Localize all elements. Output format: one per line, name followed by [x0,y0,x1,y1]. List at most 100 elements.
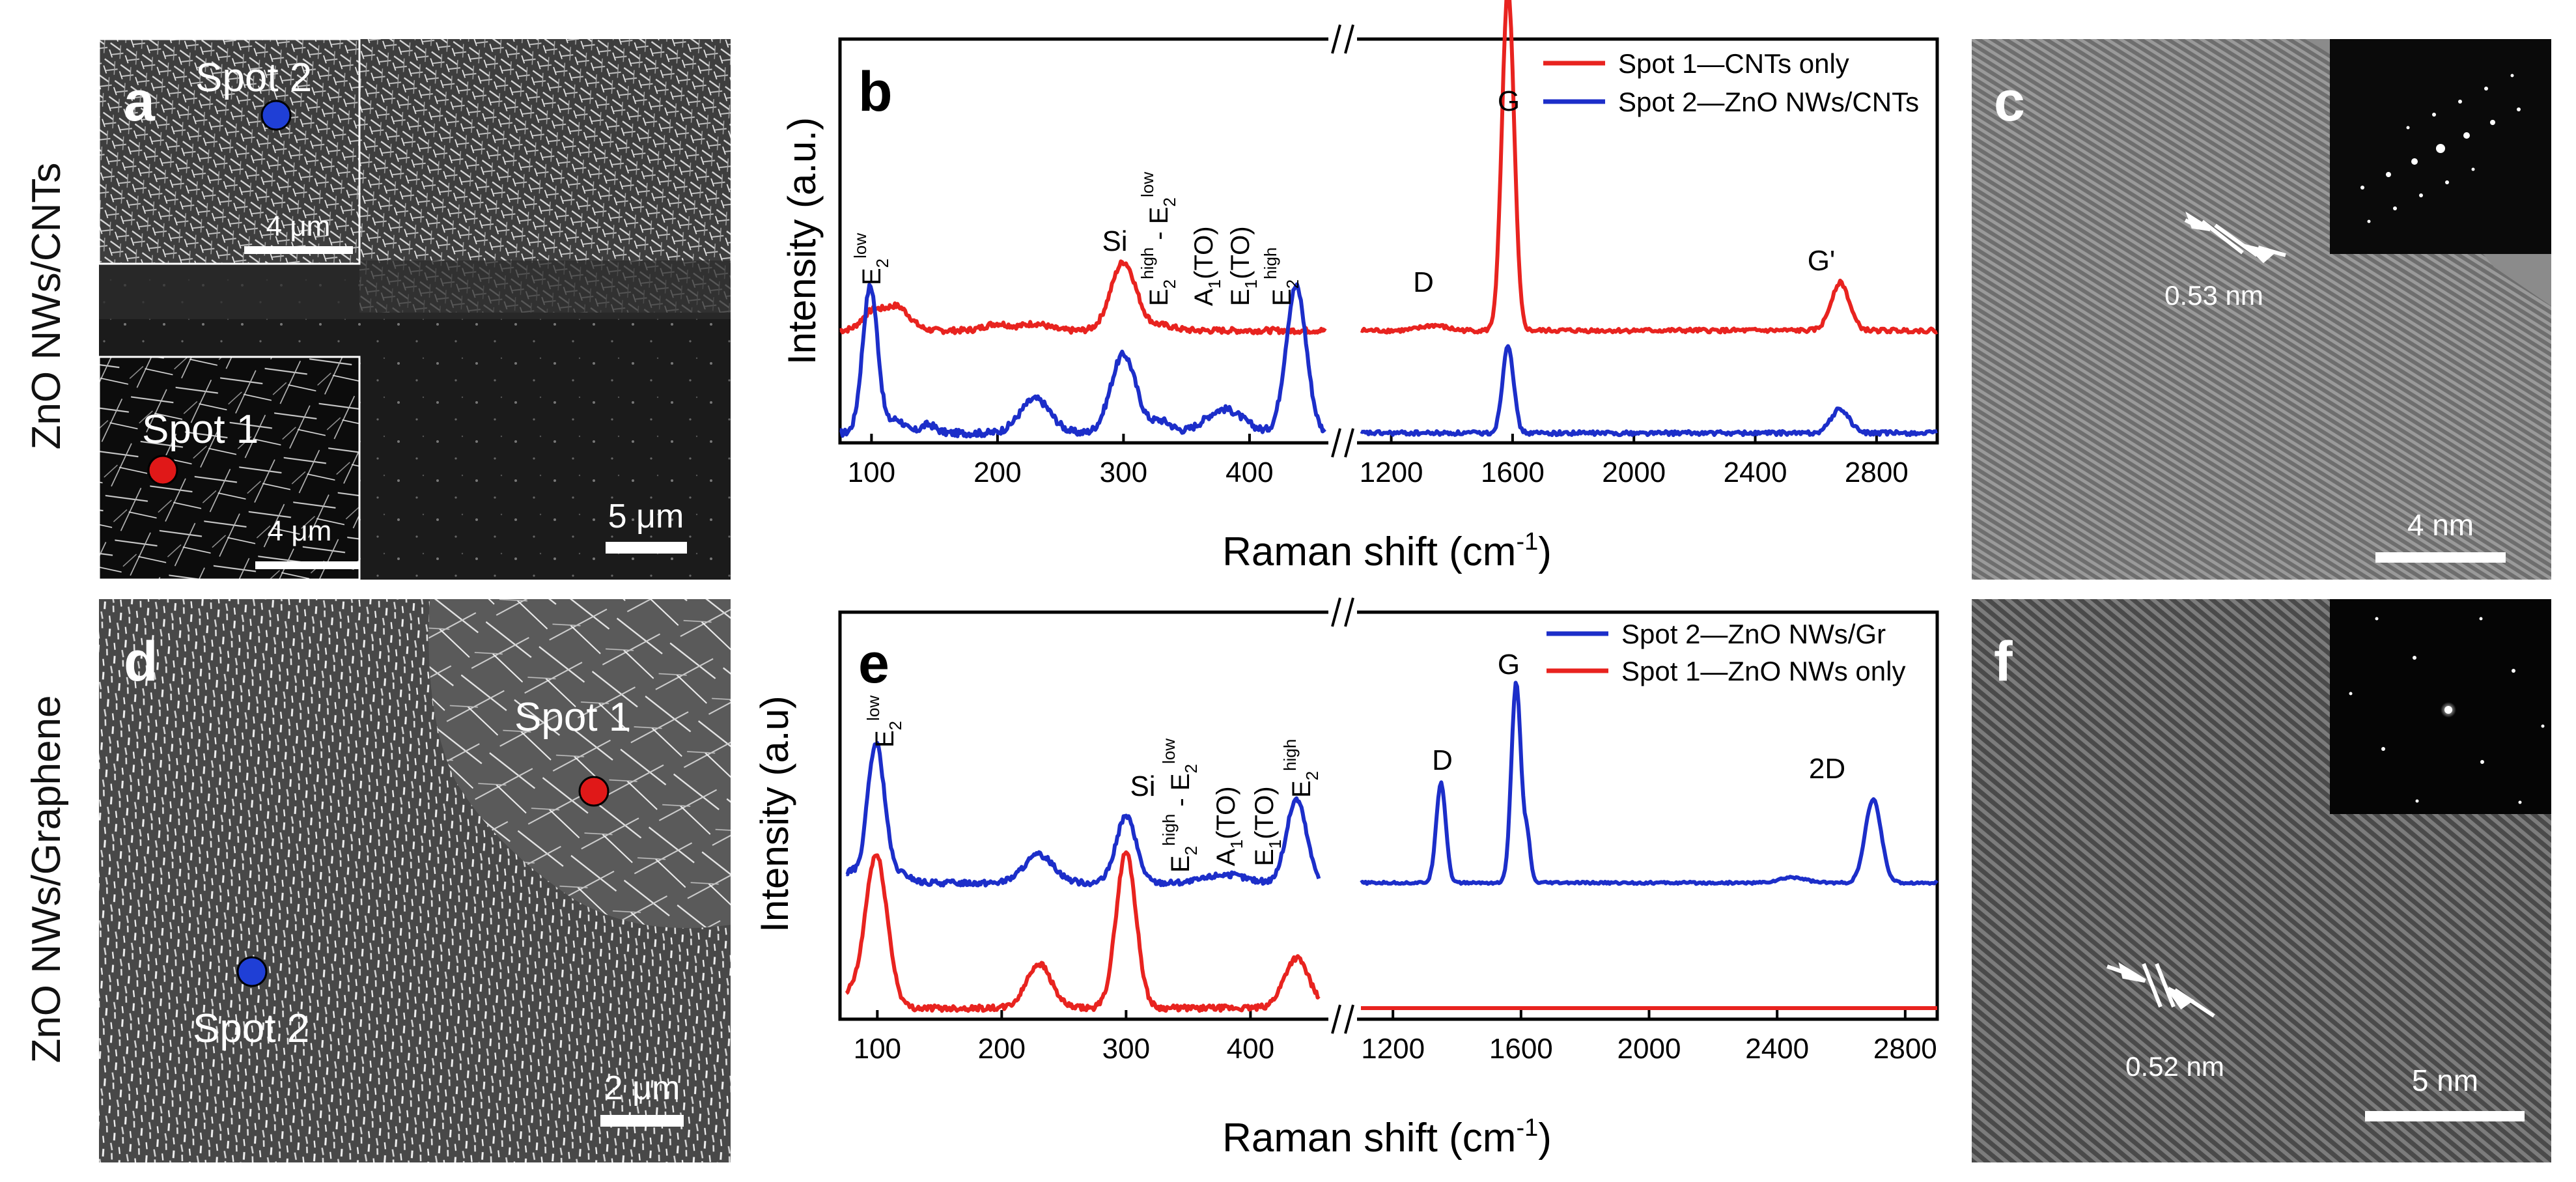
chart-b-xtick-label-400: 400 [1225,457,1273,488]
scale-bar-c [2375,552,2506,563]
chart-e-peak-a1to: A1(TO) [1212,786,1246,866]
legend-b-label-2: Spot 2—ZnO NWs/CNTs [1618,87,1919,117]
chart-e-series-2-segment-1 [845,850,1321,1013]
chart-b-xtick-label-1600: 1600 [1481,457,1545,488]
chart-e-xtick-label-100: 100 [854,1033,901,1065]
svg-text:E2high - E2low: E2high - E2low [1159,739,1201,873]
panel-letter-a: a [124,70,156,133]
svg-text:E1(TO): E1(TO) [1226,226,1261,306]
legend-e-label-2: Spot 1—ZnO NWs only [1621,656,1905,686]
inset-top-label: Spot 2 [195,55,312,100]
chart-e-break-top [1331,597,1354,627]
legend-b-label-1: Spot 1—CNTs only [1618,48,1849,79]
chart-b-peak-g: G [1498,85,1520,117]
chart-b-legend: Spot 1—CNTs only Spot 2—ZnO NWs/CNTs [1543,48,1919,117]
svg-text:E2low: E2low [863,696,905,748]
chart-b-xtick-label-100: 100 [848,457,895,488]
chart-e-peak-g: G [1498,649,1520,681]
chart-e-ylabel: Intensity (a.u) [753,696,796,933]
legend-e-label-1: Spot 2—ZnO NWs/Gr [1621,619,1886,649]
inset-top-image: Spot 2 4 μm [98,38,361,265]
scale-label-d: 2 μm [604,1069,680,1107]
main-scale-bar [606,542,687,554]
chart-b-peak-gprime: G' [1808,245,1836,277]
chart-e-peak-d: D [1432,744,1453,776]
chart-e-xtick-label-300: 300 [1102,1033,1150,1065]
chart-e-peak-e2low: E2low [863,696,905,748]
chart-e: 100 200 300 400 1200 1600 2000 2400 2800 e Inten… [753,597,1939,1161]
chart-b-series-2-segment-1 [839,282,1326,439]
chart-b-xtick-label-300: 300 [1100,457,1147,488]
inset-top-scale-bar [244,246,353,254]
chart-e-peak-2d: 2D [1809,753,1845,785]
inset-bottom-label: Spot 1 [142,407,259,452]
chart-b-xtick-label-1200: 1200 [1360,457,1423,488]
svg-text:A1(TO): A1(TO) [1190,226,1224,306]
chart-b-peak-e2low: E2low [850,233,892,285]
svg-text:A1(TO): A1(TO) [1212,786,1246,866]
spot-1-marker-d [578,776,609,807]
chart-b-ylabel: Intensity (a.u.) [780,117,824,365]
scale-bar-f [2365,1111,2525,1121]
chart-e-frame [838,610,1939,1021]
panel-letter-c: c [1994,70,2025,133]
svg-text:E2high: E2high [1261,247,1302,306]
spot-1-label-d: Spot 1 [514,695,631,740]
chart-b-series-2-segment-2 [1360,344,1938,438]
panel-letter-f: f [1994,630,2013,693]
chart-e-legend: Spot 2—ZnO NWs/Gr Spot 1—ZnO NWs only [1547,619,1905,686]
chart-b-peak-e1to: E1(TO) [1226,226,1261,306]
svg-text:E2low: E2low [850,233,892,285]
chart-e-xtick-label-1600: 1600 [1489,1033,1553,1065]
diffraction-spots-c [2360,74,2521,223]
panel-a: Spot 2 4 μm Spot 1 4 μm 5 μm a [98,38,731,581]
chart-e-series-1-segment-2 [1360,681,1939,886]
diffraction-spots-f [2349,617,2545,804]
chart-e-peak-si: Si [1130,770,1155,802]
chart-e-break-bottom [1331,1004,1354,1034]
scale-bar-d [600,1115,684,1127]
panel-letter-d: d [124,630,158,693]
chart-b-xlabel: Raman shift (cm-1) [1222,528,1552,574]
spot-2-label-d: Spot 2 [193,1006,309,1051]
chart-b-letter: b [858,61,893,123]
chart-e-peak-e2diff: E2high - E2low [1159,739,1201,873]
lattice-spacing-marker-f [2107,962,2215,1018]
spot-1-marker [147,455,178,486]
chart-e-xtick-label-2400: 2400 [1745,1033,1809,1065]
inset-bottom-scale-label: 4 μm [268,515,332,547]
chart-b-peak-e2high: E2high [1261,247,1302,306]
inset-bottom-image: Spot 1 4 μm [98,356,361,581]
main-scale-label: 5 μm [608,498,684,535]
chart-e-xtick-label-400: 400 [1227,1033,1274,1065]
lattice-spacing-c: 0.53 nm [2164,280,2263,311]
chart-e-series-1-segment-1 [845,740,1321,888]
chart-e-letter: e [858,632,889,695]
panel-c: 0.53 nm 4 nm c [1972,39,2551,580]
chart-b-axis-gap [1328,26,1357,459]
spot-2-marker [260,100,292,131]
diffraction-inset-f [2330,599,2551,814]
chart-e-xtick-label-2800: 2800 [1873,1033,1937,1065]
chart-b-series-1-segment-1 [839,259,1327,335]
chart-b-xtick-label-2800: 2800 [1845,457,1909,488]
chart-e-peak-e2high: E2high [1280,739,1322,798]
svg-text:E2high - E2low: E2high - E2low [1138,172,1179,306]
chart-e-axis-gap [1328,599,1357,1035]
chart-b-xtick-label-2400: 2400 [1724,457,1787,488]
scale-label-c: 4 nm [2407,508,2474,542]
chart-b-frame [838,37,1939,445]
chart-b-peak-d: D [1413,266,1434,298]
chart-b-break-top [1331,24,1354,54]
chart-b-break-bottom [1331,428,1354,458]
chart-b-xtick-label-2000: 2000 [1602,457,1666,488]
chart-e-peak-e1to: E1(TO) [1250,786,1285,866]
chart-e-xtick-label-1200: 1200 [1361,1033,1425,1065]
chart-e-xtick-label-200: 200 [978,1033,1026,1065]
chart-e-xlabel: Raman shift (cm-1) [1222,1114,1552,1161]
chart-b-xtick-label-200: 200 [973,457,1021,488]
lattice-spacing-marker-c [2184,211,2286,264]
panel-f: 0.52 nm 5 nm f [1972,599,2551,1162]
chart-b-series-1-segment-2 [1360,0,1939,335]
